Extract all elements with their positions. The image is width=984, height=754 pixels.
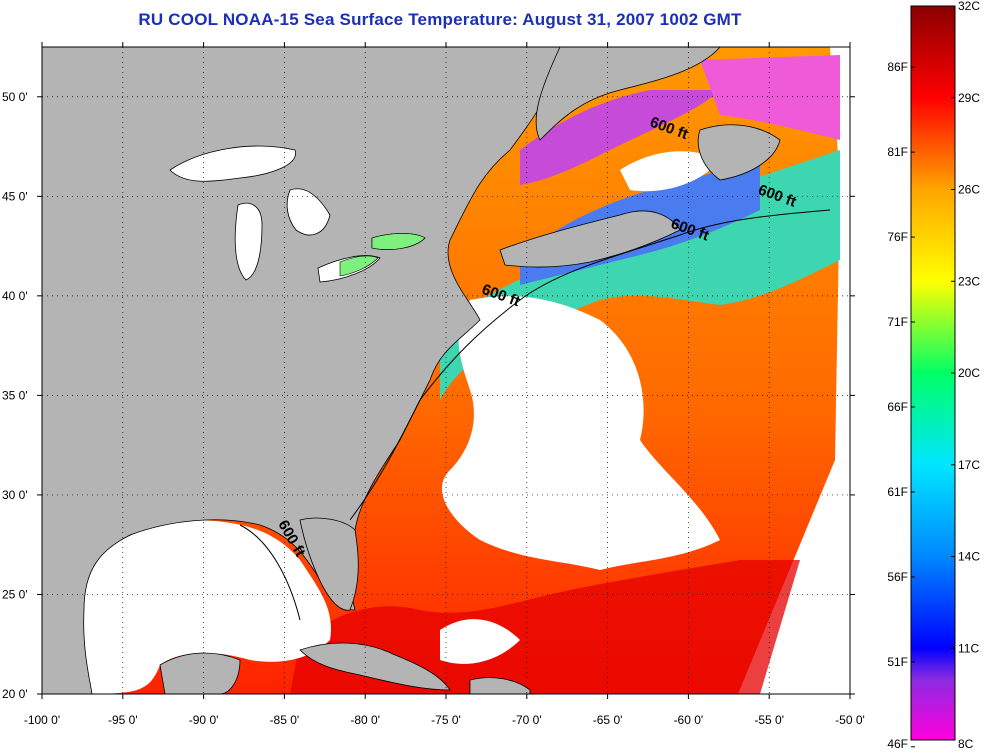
colorbar-label-f: 81F <box>887 145 908 159</box>
sst-hot-caribbean <box>290 560 800 694</box>
map-title: RU COOL NOAA-15 Sea Surface Temperature:… <box>138 10 742 29</box>
x-tick-label: -60 0' <box>674 713 704 727</box>
sst-lake-ontario <box>371 233 426 250</box>
x-tick-label: -50 0' <box>835 713 865 727</box>
y-tick-label: 30 0' <box>2 488 28 502</box>
lake-michigan <box>234 202 263 281</box>
colorbar-label-c: 23C <box>958 274 980 288</box>
land-quebec-labrador <box>535 47 721 141</box>
x-tick-label: -90 0' <box>189 713 219 727</box>
colorbar-label-f: 51F <box>887 655 908 669</box>
cloud-cover-south <box>440 619 520 664</box>
y-tick-label: 45 0' <box>2 189 28 203</box>
y-axis: 50 0' 45 0' 40 0' 35 0' 30 0' 25 0' 20 0' <box>2 90 855 701</box>
lake-superior <box>169 145 296 182</box>
colorbar-label-f: 76F <box>887 230 908 244</box>
x-tick-label: -75 0' <box>431 713 461 727</box>
cloud-cover-central <box>441 296 720 570</box>
colorbar-celsius-labels: 32C 29C 26C 23C 20C 17C 14C 11C 8C <box>951 0 980 751</box>
land-newfoundland <box>697 124 781 181</box>
x-tick-label: -55 0' <box>754 713 784 727</box>
colorbar-label-f: 56F <box>887 570 908 584</box>
sst-cold-labrador <box>700 55 840 140</box>
colorbar-label-c: 32C <box>958 0 980 13</box>
colorbar-label-c: 8C <box>958 737 974 751</box>
y-tick-label: 20 0' <box>2 687 28 701</box>
y-tick-label: 35 0' <box>2 388 28 402</box>
x-tick-label: -85 0' <box>270 713 300 727</box>
colorbar-label-c: 20C <box>958 366 980 380</box>
x-tick-label: -70 0' <box>512 713 542 727</box>
land-maritimes <box>499 210 681 268</box>
lake-huron <box>286 188 331 236</box>
sst-very-cold-gulf-st-lawrence <box>520 90 720 185</box>
colorbar-scale <box>910 5 956 741</box>
colorbar-label-c: 11C <box>958 641 979 655</box>
x-tick-label: -80 0' <box>350 713 380 727</box>
gulf-of-mexico <box>82 520 331 694</box>
colorbar-label-f: 71F <box>887 315 908 329</box>
colorbar-label-c: 17C <box>958 458 980 472</box>
land-hispaniola <box>469 677 531 694</box>
colorbar: 32C 29C 26C 23C 20C 17C 14C 11C 8C 86F 81F 76F 71F 6… <box>887 0 980 751</box>
y-tick-label: 50 0' <box>2 90 28 104</box>
colorbar-label-c: 26C <box>958 183 980 197</box>
y-tick-label: 25 0' <box>2 587 28 601</box>
x-axis: -100 0' -95 0' -90 0' -85 0' -80 0' -75 0' -70… <box>24 42 865 727</box>
colorbar-label-f: 61F <box>887 485 908 499</box>
colorbar-label-c: 14C <box>958 550 980 564</box>
colorbar-label-f: 86F <box>887 60 908 74</box>
no-data-region <box>738 47 850 694</box>
x-tick-label: -100 0' <box>24 713 60 727</box>
colorbar-label-f: 46F <box>887 737 908 751</box>
sst-lake-erie <box>339 255 379 277</box>
colorbar-fahrenheit-labels: 86F 81F 76F 71F 66F 61F 56F 51F 46F <box>887 60 915 751</box>
colorbar-label-c: 29C <box>958 91 980 105</box>
cloud-cover-north <box>620 151 720 192</box>
land-florida <box>299 517 359 611</box>
x-tick-label: -95 0' <box>108 713 138 727</box>
land-yucatan <box>159 652 241 694</box>
land-cuba <box>299 642 451 691</box>
isobath-600ft <box>239 209 831 621</box>
y-tick-label: 40 0' <box>2 289 28 303</box>
x-tick-label: -65 0' <box>593 713 623 727</box>
colorbar-label-f: 66F <box>887 400 908 414</box>
